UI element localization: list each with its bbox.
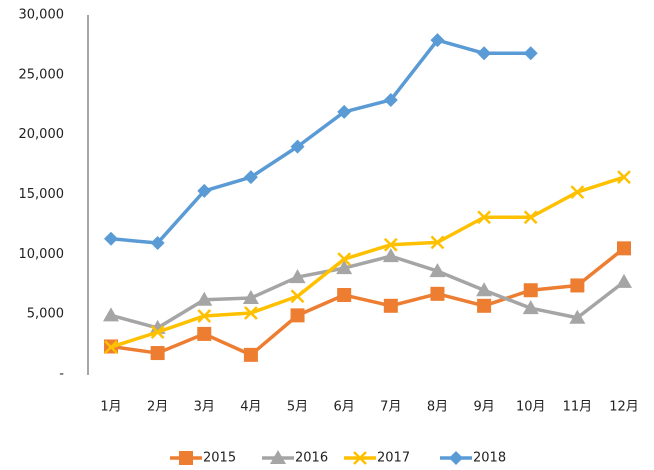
data-point — [523, 210, 538, 225]
legend-label: 2016 — [295, 451, 328, 466]
data-point — [104, 231, 118, 246]
series-line — [110, 246, 626, 357]
data-point — [150, 346, 165, 361]
x-tick-label: 7月 — [380, 400, 401, 415]
x-tick-label: 12月 — [609, 400, 639, 415]
data-point — [616, 273, 632, 288]
data-point — [290, 139, 305, 154]
x-tick-label: 9月 — [473, 400, 494, 415]
data-point — [197, 309, 212, 323]
legend-marker — [270, 450, 286, 464]
y-tick-label: 25,000 — [19, 67, 65, 82]
series-line — [110, 38, 531, 245]
x-tick-label: 10月 — [516, 400, 546, 415]
data-point — [570, 185, 585, 199]
data-point — [430, 286, 445, 301]
data-point — [337, 288, 352, 303]
data-point — [103, 307, 119, 322]
data-point — [430, 235, 445, 250]
data-point — [336, 260, 353, 275]
data-point — [243, 170, 258, 185]
y-tick-label: 15,000 — [19, 187, 65, 202]
data-point — [197, 183, 212, 198]
data-point — [196, 291, 213, 306]
y-tick-label: 10,000 — [19, 247, 65, 262]
data-point — [476, 282, 493, 297]
data-point — [104, 340, 118, 354]
data-point — [242, 290, 259, 305]
legend-marker — [179, 451, 193, 465]
data-point — [382, 248, 399, 263]
x-tick-label: 8月 — [427, 400, 448, 415]
data-point — [290, 308, 305, 323]
x-tick-label: 11月 — [563, 400, 593, 415]
data-point — [617, 170, 631, 185]
x-tick-label: 6月 — [334, 400, 355, 415]
data-point — [570, 278, 585, 293]
data-point — [477, 46, 492, 61]
data-point — [337, 252, 352, 267]
x-tick-label: 5月 — [287, 400, 308, 415]
data-point — [522, 300, 539, 315]
y-tick-label: 20,000 — [19, 127, 65, 142]
data-point — [429, 263, 446, 278]
data-point — [150, 325, 165, 340]
data-point — [244, 306, 258, 320]
data-point — [243, 347, 258, 362]
y-tick-label: - — [59, 367, 64, 382]
legend-label: 2018 — [473, 451, 506, 466]
y-tick-label: 5,000 — [27, 307, 64, 322]
data-point — [569, 309, 586, 324]
data-point — [290, 289, 305, 304]
series-line — [110, 254, 626, 330]
data-point — [523, 283, 538, 298]
x-tick-label: 1月 — [100, 400, 121, 415]
data-point — [617, 241, 631, 256]
data-point — [150, 235, 165, 250]
data-point — [383, 92, 398, 107]
x-tick-label: 3月 — [194, 400, 215, 415]
series-line — [110, 175, 625, 349]
x-tick-label: 4月 — [240, 400, 261, 415]
data-point — [197, 326, 212, 341]
data-point — [383, 237, 398, 252]
legend-label: 2015 — [203, 451, 236, 466]
data-point — [430, 33, 445, 48]
legend-marker — [449, 451, 463, 465]
data-point — [523, 46, 538, 61]
data-point — [383, 298, 398, 313]
legend-label: 2017 — [377, 451, 410, 466]
y-tick-label: 30,000 — [19, 8, 65, 23]
data-point — [337, 104, 352, 119]
x-tick-label: 2月 — [147, 400, 168, 415]
data-point — [477, 298, 492, 313]
data-point — [289, 269, 306, 284]
data-point — [477, 210, 491, 225]
legend-marker — [353, 451, 367, 465]
